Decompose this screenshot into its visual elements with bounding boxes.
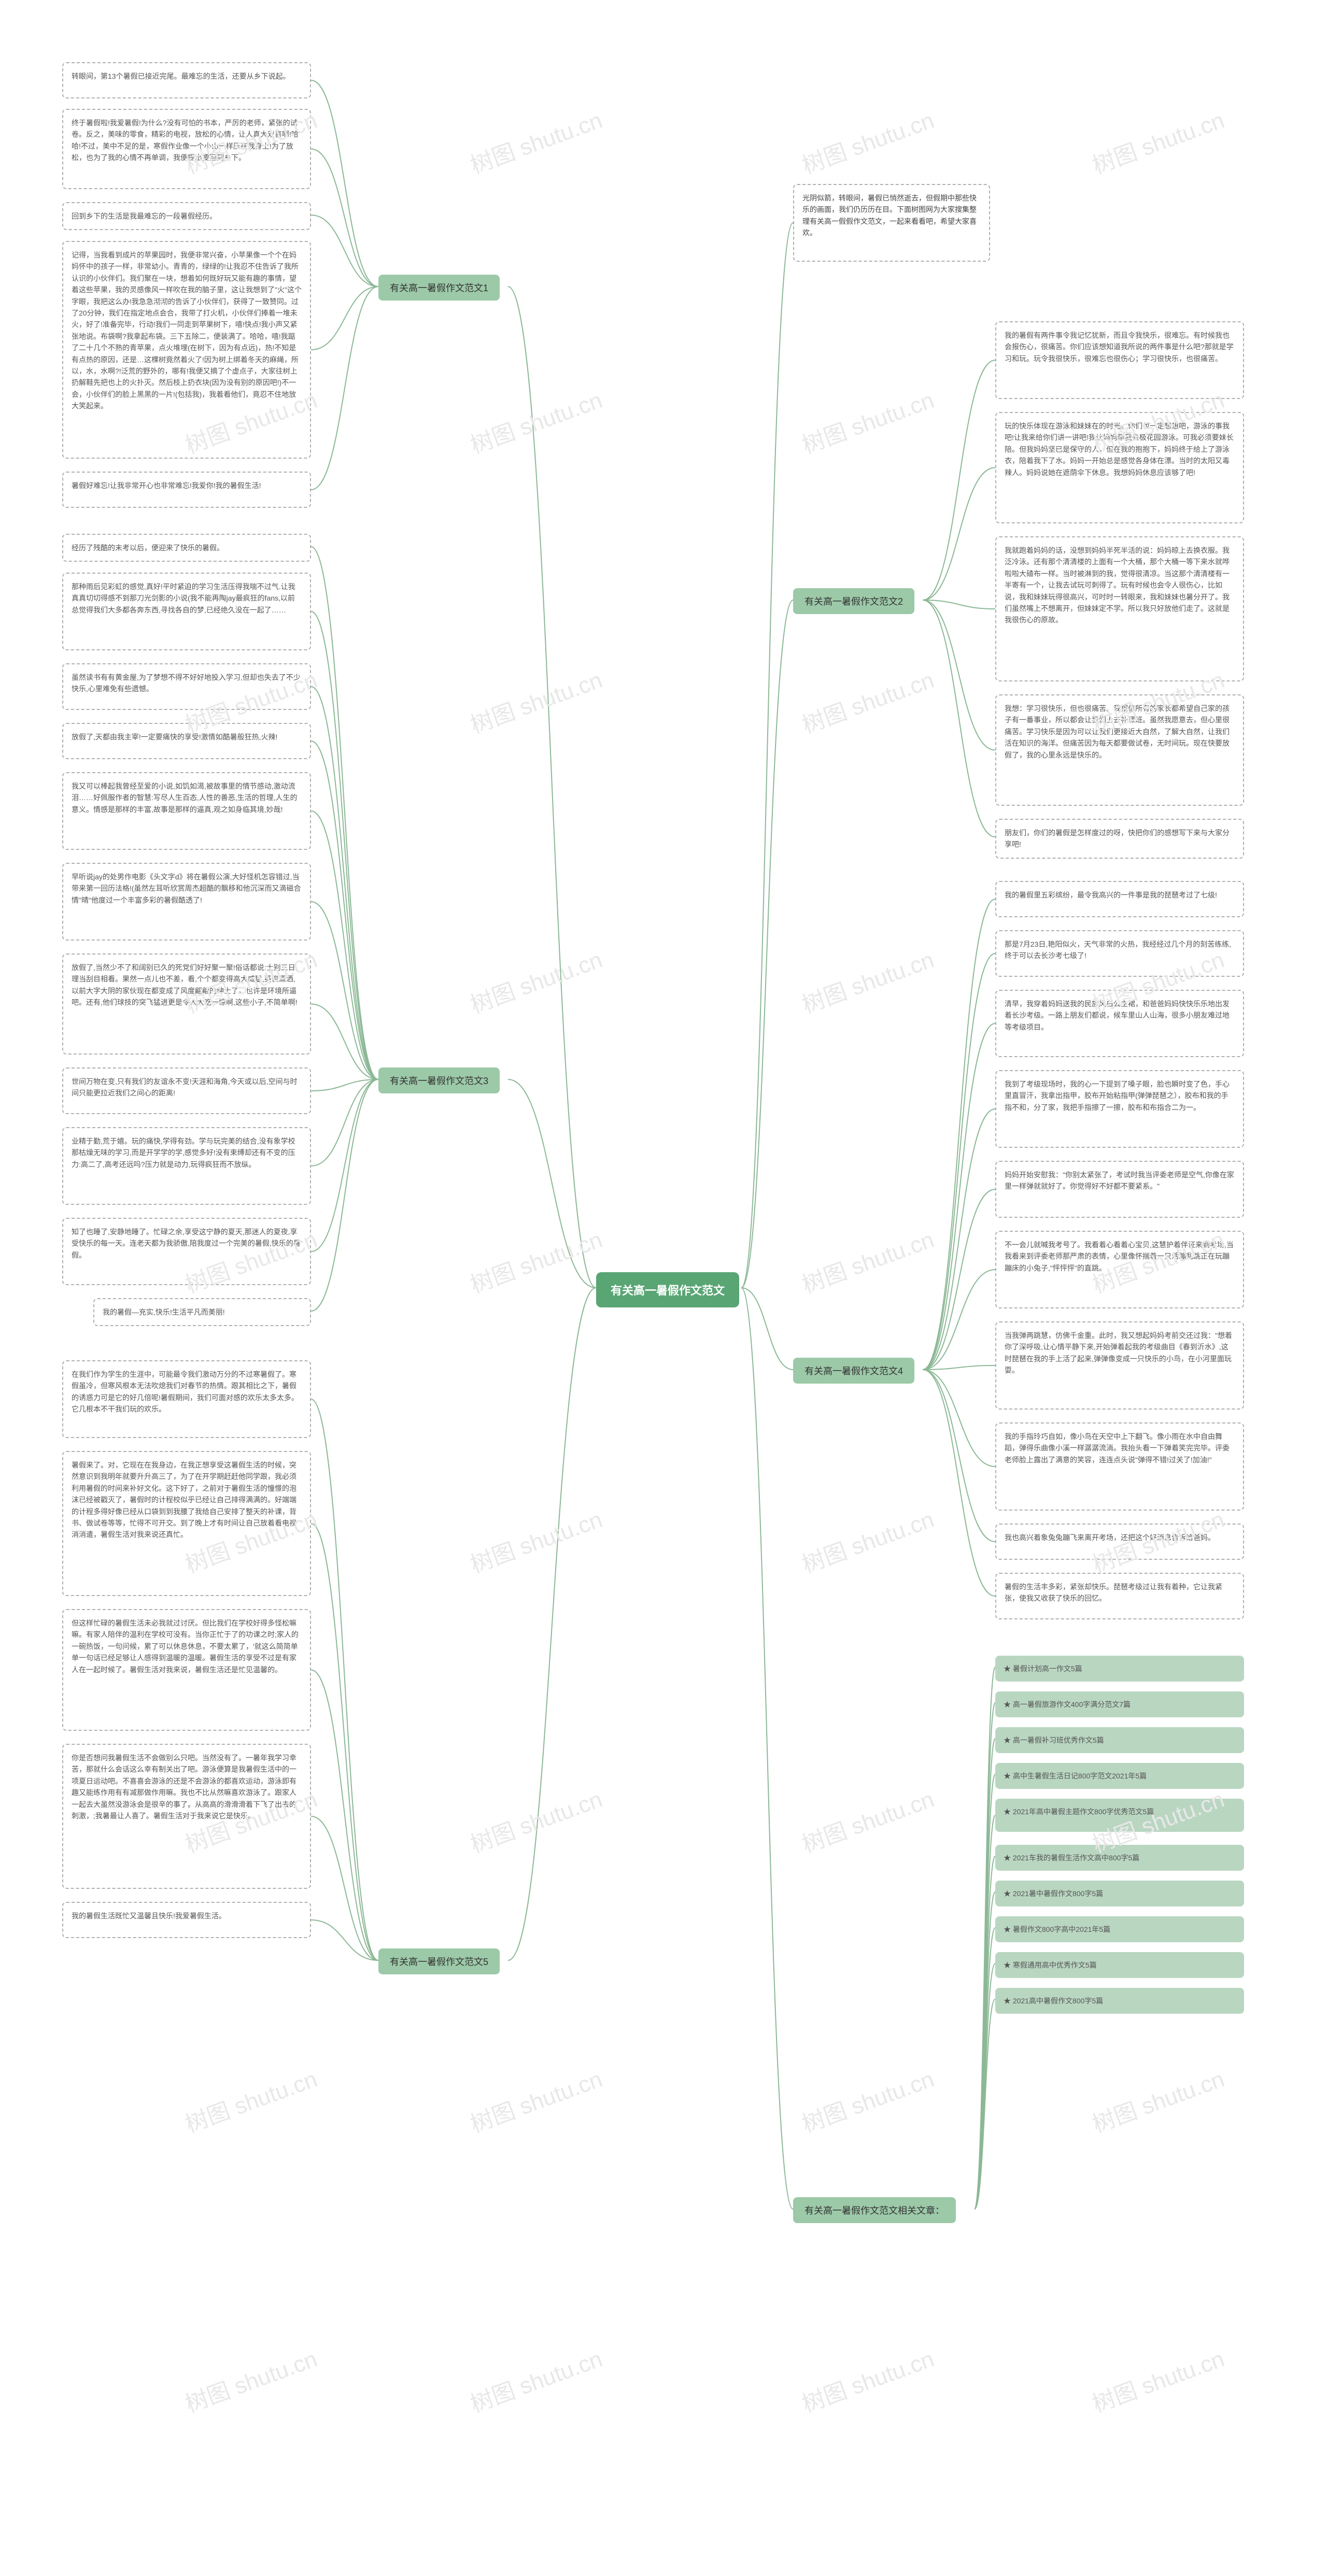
- leaf-node: 放假了,天都由我主宰!一定要痛快的享受!激情如酷暑般狂热,火辣!: [62, 723, 311, 759]
- center-node[interactable]: 有关高一暑假作文范文: [596, 1272, 739, 1307]
- leaf-node: 经历了残酷的末考以后，便迎来了快乐的暑假。: [62, 534, 311, 562]
- leaf-node: 暑假好难忘!让我非常开心也非常难忘!我爱你!我的暑假生活!: [62, 472, 311, 508]
- leaf-node: 光阴似箭，转眼间，暑假已悄然逝去，但假期中那些快乐的画面，我们仍历历在目。下面树…: [793, 184, 990, 262]
- branch-node[interactable]: 有关高一暑假作文范文5: [378, 1948, 500, 1974]
- leaf-node: 知了也睡了,安静地睡了。忙碌之余,享受这宁静的夏天,那迷人的夏夜,享受快乐的每一…: [62, 1218, 311, 1285]
- leaf-node: 我的暑假有两件事令我记忆犹新，而且令我快乐，很难忘。有时候我也会报伤心，很痛苦。…: [995, 321, 1244, 399]
- branch-node[interactable]: 有关高一暑假作文范文4: [793, 1358, 914, 1384]
- leaf-node: 暑假来了。对，它现在在我身边，在我正想享受这暑假生活的时候，突然意识到我明年就要…: [62, 1451, 311, 1596]
- leaf-node: 我的暑假—充实,快乐!生活平凡而美丽!: [93, 1298, 311, 1326]
- leaf-node: 朋友们，你们的暑假是怎样度过的呀，快把你们的感想写下来与大家分享吧!: [995, 819, 1244, 859]
- leaf-node: 记得，当我看到成片的苹果园时，我便非常兴奋，小苹果像一个个在妈妈怀中的孩子一样，…: [62, 241, 311, 459]
- leaf-node: 我到了考级现场时，我的心一下提到了嗓子眼，脸也瞬时变了色，手心里直冒汗，我拿出指…: [995, 1070, 1244, 1148]
- leaf-node: 世间万物在变,只有我们的友谊永不变!天涯和海角,今天或以后,空间与时间只能更拉近…: [62, 1068, 311, 1114]
- leaf-node: 玩的快乐体现在游泳和妹妹在的时光。你们也一定想想吧，游泳的事我吧!让我来给你们讲…: [995, 412, 1244, 523]
- leaf-node: 你是否想问我暑假生活不会做别么只吧。当然没有了。一暑年我学习幸苦，那就什么会话这…: [62, 1744, 311, 1889]
- leaf-node: ★ 2021车我的暑假生活作文高中800字5篇: [995, 1845, 1244, 1871]
- leaf-node: 但这样忙碌的暑假生活未必我就过讨厌。但比我们在学校好得多怪松嘛嘛。有家人陪伴的温…: [62, 1609, 311, 1731]
- leaf-node: 业精于勤,荒于嬉。玩的痛快,学得有劲。学与玩完美的结合,没有象学校那枯燥无味的学…: [62, 1127, 311, 1205]
- leaf-node: 我又可以棒起我曾经至爱的小说,如饥如渴,被故事里的情节感动,激动流泪……好佩服作…: [62, 772, 311, 850]
- leaf-node: 转眼间，第13个暑假已接近完尾。最难忘的生活，还要从乡下说起。: [62, 62, 311, 98]
- leaf-node: ★ 高一暑假补习班优秀作文5篇: [995, 1727, 1244, 1753]
- leaf-node: ★ 暑假作文800字高中2021年5篇: [995, 1916, 1244, 1942]
- leaf-node: 我的暑假生活既忙又温馨且快乐!我爱暑假生活。: [62, 1902, 311, 1938]
- leaf-node: 虽然读书有有黄金屋,为了梦想不得不好好地投入学习,但却也失去了不少快乐,心里难免…: [62, 663, 311, 710]
- leaf-node: 暑假的生活丰多彩，紧张却快乐。琵琶考级过让我有着种，它让我紧张，使我又收获了快乐…: [995, 1573, 1244, 1619]
- leaf-node: 我的手指玲巧自如，像小鸟在天空中上下翻飞。像小雨在水中自由舞蹈，弹得乐曲像小溪一…: [995, 1422, 1244, 1511]
- leaf-node: 清早，我穿着妈妈送我的民族风白公主裙，和爸爸妈妈快快乐乐地出发着长沙考级。一路上…: [995, 990, 1244, 1057]
- branch-node[interactable]: 有关高一暑假作文范文3: [378, 1068, 500, 1093]
- leaf-node: 妈妈开始安慰我："你别太紧张了，考试时我当评委老师是空气,你像在家里一样弹就就好…: [995, 1161, 1244, 1218]
- branch-node[interactable]: 有关高一暑假作文范文相关文章：: [793, 2197, 956, 2223]
- leaf-node: 那是7月23日,艳阳似火，天气非常的火热，我经经过几个月的刻苦练练,终于可以去长…: [995, 930, 1244, 977]
- leaf-node: 在我们作为学生的生涯中，可能最令我们激动万分的不过寒暑假了。寒假虽冷，但寒风根本…: [62, 1360, 311, 1438]
- leaf-node: ★ 暑假计划高一作文5篇: [995, 1656, 1244, 1682]
- leaf-node: ★ 2021高中暑假作文800字5篇: [995, 1988, 1244, 2014]
- leaf-node: 我的暑假里五彩缤纷，最令我高兴的一件事是我的琵琶考过了七级!: [995, 881, 1244, 917]
- leaf-node: 不一会儿就喊我考号了。我看着心看着心宝贝,这慧护着伴证来到考场,当我看来到评委老…: [995, 1231, 1244, 1308]
- leaf-node: 我也高兴着象兔兔蹦飞来离开考场，还把这个好消息告诉给爸妈。: [995, 1524, 1244, 1560]
- leaf-node: 当我弹两跳慧，仿佛千金重。此时，我又想起妈妈考前交还过我："想着你了深呼吸,让心…: [995, 1321, 1244, 1410]
- leaf-node: 终于暑假啦!我爱暑假!为什么?没有可怕的书本，严厉的老师，紧张的试卷。反之，美味…: [62, 109, 311, 189]
- leaf-node: ★ 高中生暑假生活日记800字范文2021年5篇: [995, 1763, 1244, 1789]
- leaf-node: 我想：学习很快乐，但也很痛苦。我相信所有的家长都希望自己家的孩子有一番事业，所以…: [995, 694, 1244, 806]
- leaf-node: ★ 寒假通用高中优秀作文5篇: [995, 1952, 1244, 1978]
- leaf-node: 放假了,当然少不了和阔别已久的死党们好好聚一聚!俗话都说:士别三日,理当刮目相看…: [62, 953, 311, 1055]
- leaf-node: 回到乡下的生活是我最难忘的一段暑假经历。: [62, 202, 311, 230]
- leaf-node: ★ 2021年高中暑假主题作文800字优秀范文5篇: [995, 1799, 1244, 1832]
- leaf-node: ★ 2021暑中暑假作文800字5篇: [995, 1881, 1244, 1906]
- branch-node[interactable]: 有关高一暑假作文范文1: [378, 275, 500, 301]
- branch-node[interactable]: 有关高一暑假作文范文2: [793, 588, 914, 614]
- leaf-node: 那种雨后见彩虹的感觉,真好!平时紧迫的学习生活压得我喘不过气.让我真真切切得感不…: [62, 573, 311, 650]
- leaf-node: 早听说jay的处男作电影《头文字d》将在暑假公演,大好怪机怎容错过,当带来第一回…: [62, 863, 311, 941]
- leaf-node: ★ 高一暑假旅游作文400字满分范文7篇: [995, 1691, 1244, 1717]
- leaf-node: 我就跑着妈妈的话，没想到妈妈半死半活的说：妈妈晾上去换衣服。我泛冷泳。还有那个清…: [995, 536, 1244, 681]
